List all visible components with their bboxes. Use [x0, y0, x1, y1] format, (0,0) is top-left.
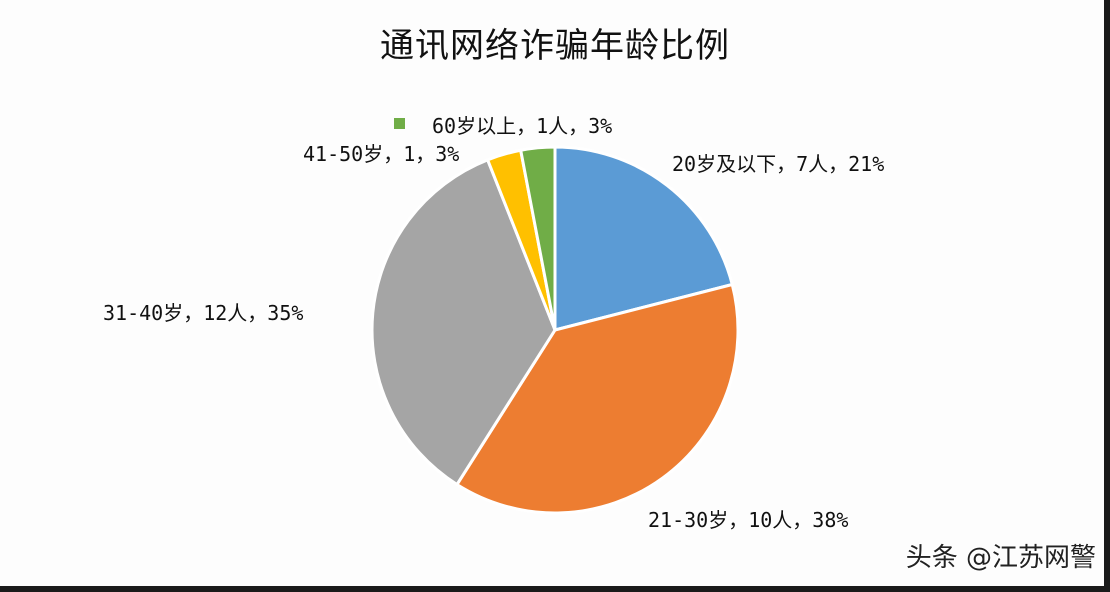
- chart-title: 通讯网络诈骗年龄比例: [380, 26, 730, 66]
- pie-slices: [370, 145, 740, 515]
- data-label-under-20: 20岁及以下，7人，21%: [672, 152, 885, 176]
- slice-60-plus: [519, 145, 557, 332]
- data-label-31-40: 31-40岁，12人，35%: [103, 301, 304, 325]
- data-label-21-30: 21-30岁，10人，38%: [648, 508, 849, 532]
- watermark: 头条 @江苏网警: [905, 543, 1096, 573]
- slice-21-30: [455, 282, 740, 515]
- slice-31-40: [370, 158, 557, 487]
- data-label-60-plus: 60岁以上，1人，3%: [432, 114, 613, 138]
- slice-under-20: [553, 145, 734, 332]
- data-label-41-50: 41-50岁，1，3%: [303, 142, 460, 166]
- legend-swatch-60-plus: [394, 118, 405, 129]
